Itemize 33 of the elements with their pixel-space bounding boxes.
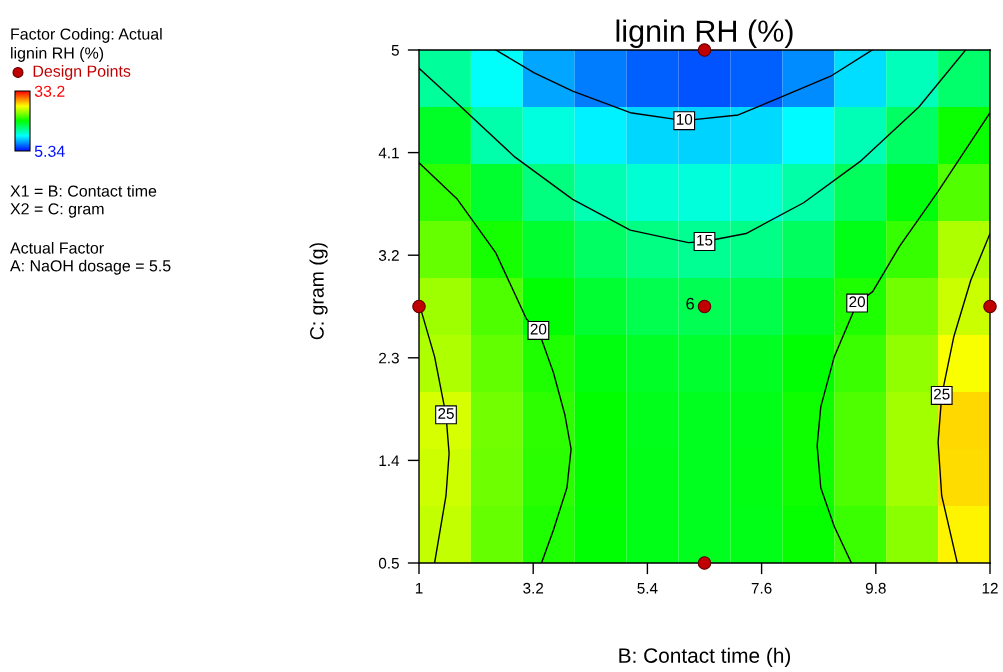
annotation: 20 bbox=[849, 296, 866, 308]
point bbox=[697, 556, 712, 570]
text: Actual Factor A: NaOH dosage = 5.5 bbox=[10, 242, 171, 275]
annotation: 25 bbox=[438, 408, 454, 419]
text: Factor Coding: Actual bbox=[11, 28, 162, 43]
y-axis-title: C: gram (g) bbox=[309, 243, 328, 340]
y-tick-label: 2.3 bbox=[379, 352, 399, 364]
chart-title: lignin RH (%) bbox=[616, 19, 793, 49]
color-bar-label: 5.34 bbox=[34, 145, 65, 157]
x-tick-label: 1 bbox=[415, 583, 423, 594]
legend-title: lignin RH (%) bbox=[11, 47, 104, 62]
x-tick-label: 9.8 bbox=[865, 582, 886, 594]
annotation: 10 bbox=[676, 113, 693, 125]
y-tick-label: 5 bbox=[391, 45, 399, 56]
color-bar-label: 33.2 bbox=[34, 85, 65, 97]
legend-label: Design Points bbox=[33, 65, 131, 80]
y-tick-label: 1.4 bbox=[379, 455, 400, 466]
annotation: 15 bbox=[697, 234, 713, 246]
annotation: 25 bbox=[934, 388, 950, 400]
text: X1 = B: Contact time X2 = C: gram bbox=[10, 185, 157, 218]
annotation: 6 bbox=[686, 297, 695, 310]
point bbox=[412, 299, 426, 314]
y-tick-label: 4.1 bbox=[378, 147, 399, 159]
annotation: 20 bbox=[530, 323, 547, 335]
x-axis-title: B: Contact time (h) bbox=[619, 647, 791, 668]
y-tick-label: 3.2 bbox=[378, 250, 399, 261]
point bbox=[697, 43, 712, 57]
y-tick-label: 0.5 bbox=[378, 557, 399, 569]
point bbox=[983, 299, 997, 314]
x-tick-label: 5.4 bbox=[637, 583, 658, 594]
x-tick-label: 12 bbox=[982, 582, 998, 594]
x-tick-label: 7.6 bbox=[751, 582, 772, 594]
x-tick-label: 3.2 bbox=[523, 582, 544, 594]
